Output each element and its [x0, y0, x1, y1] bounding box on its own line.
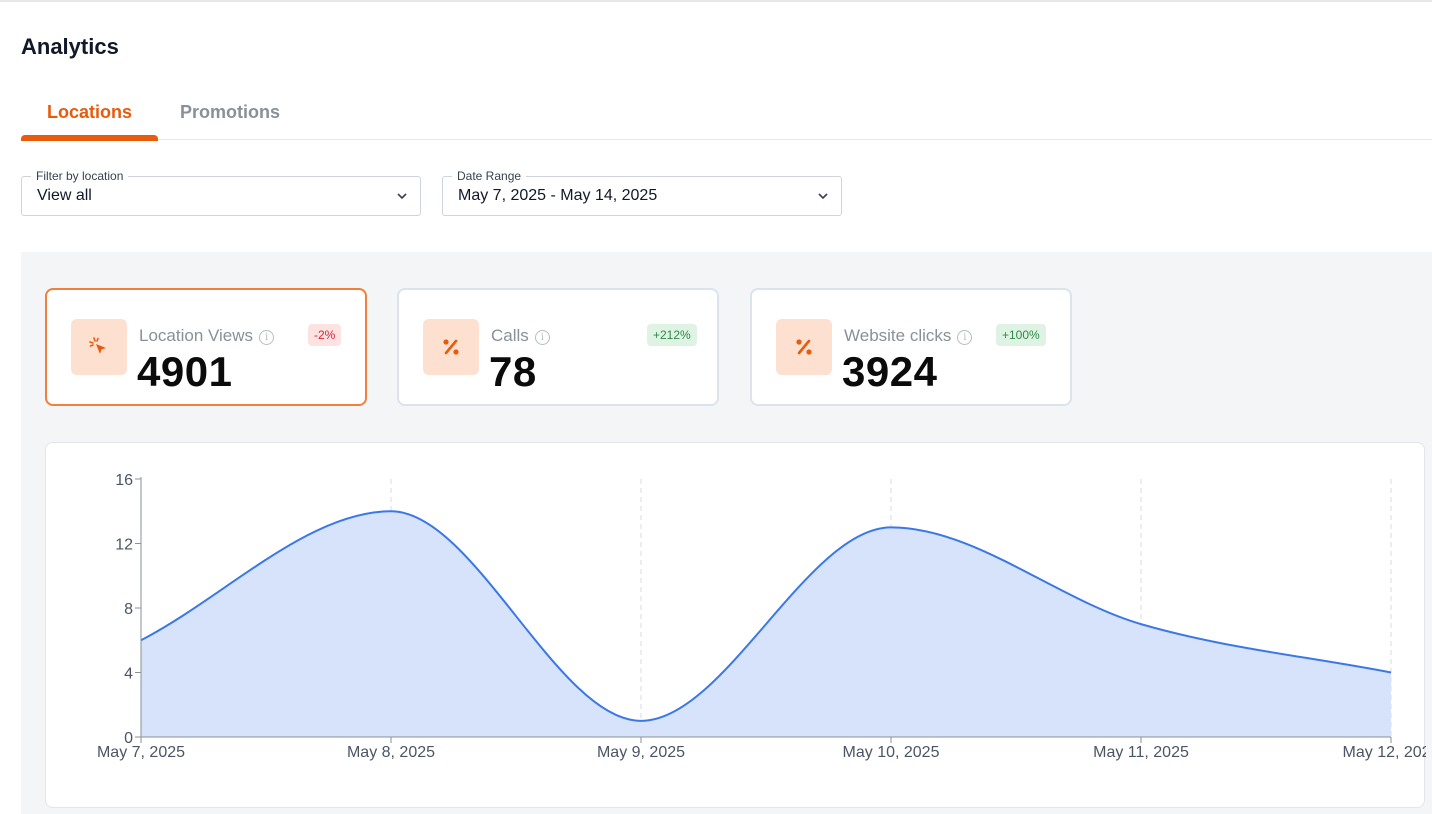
tab-locations-label: Locations [46, 102, 132, 122]
change-badge: +100% [996, 324, 1046, 346]
change-badge: +212% [647, 324, 697, 346]
x-tick-label: May 10, 2025 [843, 744, 940, 761]
x-tick-label: May 9, 2025 [597, 744, 685, 761]
top-divider [0, 0, 1432, 2]
chevron-down-icon [397, 193, 407, 200]
cursor-click-icon [71, 319, 127, 375]
date-range-value: May 7, 2025 - May 14, 2025 [458, 187, 658, 204]
chevron-down-icon [818, 193, 828, 200]
series-line [140, 510, 1392, 722]
change-badge: -2% [308, 324, 342, 346]
date-range-label: Date Range [452, 169, 527, 183]
metric-value: 3924 [842, 348, 938, 395]
y-tick-label: 12 [115, 537, 133, 554]
metric-label: Website clicks i [844, 326, 973, 346]
metric-card-calls[interactable]: Calls i +212% 78 [397, 288, 719, 406]
location-filter-value: View all [37, 187, 92, 204]
area-chart[interactable]: 0 4 8 12 16 May 7, 2025 May 8, 2025 May 9, 2025… [46, 443, 1426, 809]
metric-label: Calls i [491, 326, 550, 346]
x-tick-label: May 8, 2025 [347, 744, 435, 761]
tab-promotions[interactable]: Promotions [180, 88, 290, 139]
metric-card-location-views[interactable]: Location Views i -2% 4901 [45, 288, 367, 406]
chart-card: 0 4 8 12 16 May 7, 2025 May 8, 2025 May 9, 2025… [45, 442, 1426, 809]
x-tick-label: May 12, 2025 [1343, 744, 1426, 761]
percent-icon [776, 319, 832, 375]
y-tick-label: 8 [124, 601, 133, 618]
y-tick-label: 0 [124, 730, 133, 747]
location-filter-label: Filter by location [31, 169, 129, 183]
metric-value: 78 [489, 348, 537, 395]
info-icon[interactable]: i [957, 330, 973, 345]
metric-card-website-clicks[interactable]: Website clicks i +100% 3924 [750, 288, 1072, 406]
location-filter-select[interactable]: Filter by location View all [21, 169, 421, 216]
x-tick-label: May 11, 2025 [1093, 744, 1189, 761]
metric-label: Location Views i [139, 326, 275, 346]
tab-promotions-label: Promotions [180, 102, 281, 122]
date-range-select[interactable]: Date Range May 7, 2025 - May 14, 2025 [442, 169, 842, 216]
metric-value: 4901 [137, 348, 233, 395]
tab-locations[interactable]: Locations [21, 88, 158, 141]
y-tick-label: 16 [115, 472, 133, 489]
x-tick-label: May 7, 2025 [97, 744, 185, 761]
tab-bar: Locations Promotions [21, 88, 1432, 141]
info-icon[interactable]: i [259, 330, 275, 345]
active-tab-indicator [21, 135, 158, 141]
info-icon[interactable]: i [534, 330, 550, 345]
page-title: Analytics [21, 34, 119, 59]
y-tick-label: 4 [124, 666, 133, 683]
percent-icon [423, 319, 479, 375]
